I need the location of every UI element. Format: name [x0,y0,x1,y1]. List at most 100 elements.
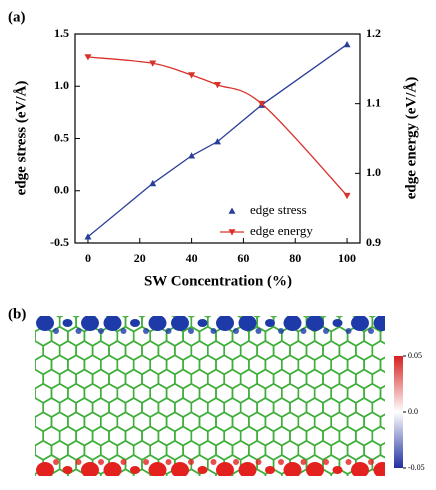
x-tick-label: 0 [85,251,91,265]
colorbar-tick-label: -0.05 [408,463,425,472]
charge-blob [306,316,324,331]
charge-blob [81,316,99,331]
charge-dot [210,459,217,465]
charge-dot [143,328,149,334]
charge-blob [103,462,122,476]
charge-dot [75,459,82,465]
charge-blob [216,462,234,476]
charge-dot [98,328,104,334]
charge-dot [233,328,239,334]
charge-blob [283,316,302,331]
charge-blob [238,316,257,331]
charge-blob [265,319,275,327]
charge-dot [120,328,127,334]
panel-label: (b) [8,306,26,322]
hexagon [379,442,385,459]
y-tick-label: 1.0 [54,78,69,92]
charge-blob [36,462,54,476]
hexagon [379,356,385,374]
nanoribbon [10,316,397,476]
data-point [343,40,351,48]
y2-tick-label: 1.1 [366,95,381,109]
charge-dot [345,459,352,465]
charge-dot [278,459,284,465]
x-tick-label: 60 [237,251,249,265]
charge-blob [81,462,99,476]
x-axis-label: SW Concentration (%) [144,273,292,289]
charge-dot [53,328,59,334]
charge-dot [300,328,307,334]
colorbar-tick-label: 0.0 [408,407,418,416]
charge-dot [368,328,374,334]
charge-dot [345,328,352,334]
hexagon [379,413,385,431]
charge-blob [171,462,189,476]
data-point [343,192,351,200]
hexagon [10,455,27,474]
charge-dot [255,459,262,465]
y-tick-label: 1.5 [54,26,69,40]
y-axis-label: edge stress (eV/Å) [13,81,29,196]
charge-dot [323,459,329,465]
charge-blob [197,466,208,474]
charge-dot [391,328,397,334]
hexagon [10,341,27,360]
charge-blob [197,319,208,327]
y-tick-label: 0.0 [54,183,69,197]
series-line [87,56,348,197]
x-tick-label: 20 [134,251,146,265]
charge-blob [265,466,275,474]
legend-marker [228,207,236,214]
charge-dot [75,328,82,334]
legend-marker [228,229,236,236]
charge-dot [278,328,284,334]
series-line [87,43,348,238]
charge-dot [368,459,374,465]
data-point [188,72,196,79]
charge-dot [98,459,104,465]
data-point [214,82,221,89]
charge-dot [233,459,239,465]
panel-label: (a) [8,9,26,25]
charge-blob [283,462,302,476]
ribbon-bg [35,316,385,476]
charge-dot [300,459,307,465]
y2-tick-label: 0.9 [366,235,381,249]
charge-dot [255,328,262,334]
hexagon [35,416,36,428]
charge-dot [120,459,127,465]
hexagon [379,385,385,402]
data-point [214,138,221,145]
data-point [188,152,196,159]
x-tick-label: 100 [338,251,356,265]
data-point [258,100,266,108]
charge-blob [351,316,369,331]
hexagon [10,427,27,446]
charge-blob [238,462,257,476]
data-point [149,179,157,187]
charge-blob [62,466,73,474]
charge-blob [351,462,369,476]
colorbar-tick-label: 0.05 [408,351,422,360]
charge-dot [210,328,217,334]
hexagon [379,328,385,345]
legend-label: edge energy [250,223,313,238]
x-tick-label: 40 [186,251,198,265]
charge-dot [165,328,172,334]
hexagon [35,473,36,476]
charge-blob [306,462,324,476]
charge-blob [216,316,234,331]
charge-dot [143,459,149,465]
y-tick-label: -0.5 [50,235,69,249]
hexagon [35,387,36,399]
charge-blob [332,466,343,474]
legend-label: edge stress [250,202,307,217]
data-point [149,60,157,67]
hexagon [10,370,27,389]
charge-blob [130,466,140,474]
y2-tick-label: 1.0 [366,165,381,179]
data-point [84,54,92,61]
hexagon [35,444,36,456]
x-tick-label: 80 [289,251,301,265]
